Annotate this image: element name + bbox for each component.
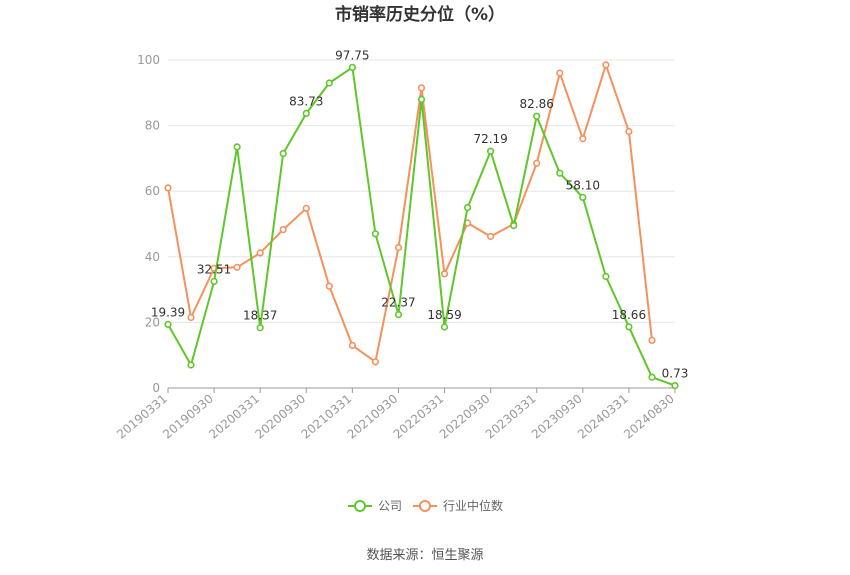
x-tick-label: 20240331 (575, 392, 631, 442)
series-layer (164, 61, 679, 390)
data-point-industry[interactable] (487, 232, 495, 241)
legend[interactable]: 公司 行业中位数 (348, 498, 503, 513)
data-point-company[interactable] (348, 63, 357, 71)
data-label: 32.51 (197, 262, 231, 276)
chart-title: 市销率历史分位（%） (335, 4, 505, 25)
data-point-company[interactable] (510, 222, 518, 230)
data-label: 83.73 (289, 94, 323, 108)
data-point-industry[interactable] (187, 313, 195, 322)
y-tick-label: 0 (152, 381, 160, 395)
series-line-industry (167, 63, 653, 363)
series-line-company (167, 66, 676, 387)
data-point-company[interactable] (417, 95, 426, 103)
x-tick-label: 20220331 (391, 392, 447, 442)
data-point-industry[interactable] (325, 282, 333, 290)
data-point-industry[interactable] (164, 184, 172, 192)
data-point-company[interactable] (556, 169, 564, 177)
data-label: 18.59 (427, 308, 461, 322)
data-point-industry[interactable] (440, 270, 449, 278)
data-point-industry[interactable] (556, 69, 564, 77)
x-tick-label: 20210331 (299, 392, 355, 442)
legend-industry-marker (419, 500, 431, 512)
data-label: 18.37 (243, 309, 277, 323)
y-tick-label: 60 (145, 184, 160, 198)
data-point-industry[interactable] (394, 244, 403, 252)
data-label: 97.75 (335, 48, 369, 62)
x-tick-label: 20220930 (437, 392, 493, 442)
y-tick-label: 40 (145, 250, 160, 264)
data-point-industry[interactable] (417, 84, 426, 92)
data-point-industry[interactable] (256, 249, 264, 257)
data-source: 数据来源：恒生聚源 (366, 548, 483, 563)
data-point-company[interactable] (625, 323, 633, 331)
data-point-company[interactable] (440, 323, 449, 331)
data-label: 58.10 (566, 178, 600, 192)
legend-company-label: 公司 (378, 499, 402, 513)
data-point-industry[interactable] (371, 358, 380, 366)
x-tick-label: 20210930 (345, 392, 401, 442)
data-point-company[interactable] (394, 311, 403, 319)
data-point-company[interactable] (602, 272, 610, 281)
legend-company-marker (354, 500, 366, 512)
data-point-industry[interactable] (648, 336, 656, 345)
legend-item-company[interactable]: 公司 (348, 499, 402, 513)
data-point-company[interactable] (487, 147, 495, 155)
data-point-company[interactable] (648, 373, 656, 381)
data-point-company[interactable] (164, 320, 172, 329)
x-tick-label: 20230331 (483, 392, 539, 442)
x-tick-label: 20190331 (114, 392, 170, 442)
x-tick-label: 20200930 (252, 392, 308, 442)
data-point-industry[interactable] (233, 263, 241, 271)
y-tick-label: 20 (145, 315, 160, 329)
data-point-industry[interactable] (625, 127, 633, 136)
data-label: 22.37 (381, 296, 415, 310)
data-point-company[interactable] (210, 277, 218, 286)
data-point-company[interactable] (579, 193, 587, 201)
data-label: 18.66 (612, 308, 646, 322)
data-point-company[interactable] (325, 79, 333, 87)
data-point-industry[interactable] (533, 159, 541, 167)
data-point-company[interactable] (233, 143, 241, 151)
y-tick-label: 100 (137, 53, 160, 67)
data-point-company[interactable] (371, 230, 380, 238)
legend-item-industry[interactable]: 行业中位数 (413, 498, 503, 513)
x-tick-label: 20240830 (621, 392, 677, 442)
data-point-company[interactable] (671, 382, 679, 390)
data-point-industry[interactable] (302, 204, 310, 212)
data-labels: 19.39 32.51 18.37 83.73 97.75 22.37 18.59 72.19… (151, 48, 689, 380)
data-point-company[interactable] (464, 204, 472, 212)
x-tick-label: 20200331 (206, 392, 262, 442)
data-point-company[interactable] (187, 361, 195, 369)
data-point-company[interactable] (533, 112, 541, 120)
data-point-company[interactable] (279, 149, 287, 158)
data-point-industry[interactable] (579, 135, 587, 143)
x-tick-label: 20190930 (160, 392, 216, 442)
data-point-company[interactable] (256, 324, 264, 332)
data-point-industry[interactable] (348, 341, 357, 350)
data-label: 82.86 (520, 97, 554, 111)
data-point-industry[interactable] (602, 61, 610, 69)
data-label: 72.19 (473, 132, 507, 146)
data-point-company[interactable] (302, 109, 310, 117)
legend-industry-label: 行业中位数 (443, 498, 503, 513)
data-label: 19.39 (151, 305, 185, 319)
y-tick-label: 80 (145, 119, 160, 133)
x-tick-label: 20230930 (529, 392, 585, 442)
data-label: 0.73 (662, 367, 689, 381)
data-point-industry[interactable] (279, 226, 287, 234)
